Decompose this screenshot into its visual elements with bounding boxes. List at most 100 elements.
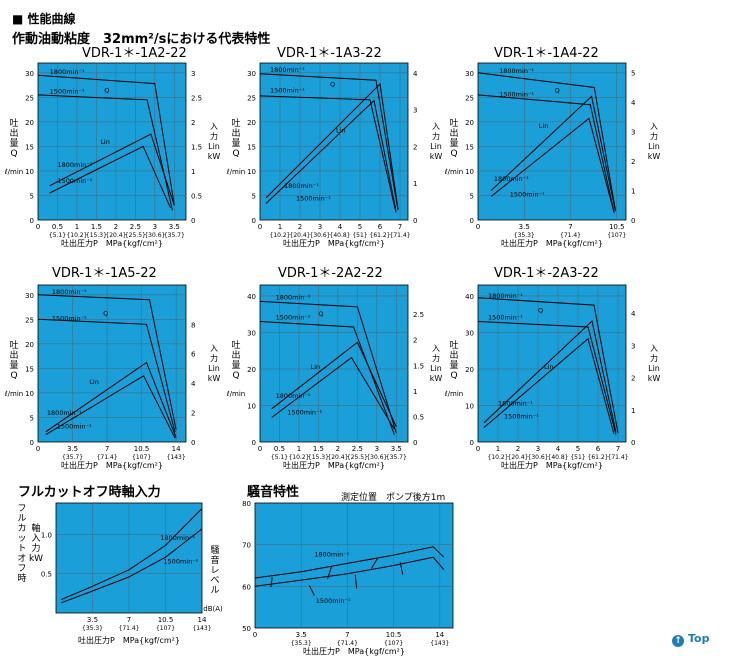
chart4-ylabel: Q	[10, 371, 17, 381]
chart2-y2label: 入	[432, 122, 440, 131]
chart5-ytick-label: 30	[247, 329, 256, 337]
chart8-ytick-label: 50	[242, 625, 251, 633]
chart5-annotation: 1500min⁻¹	[287, 408, 322, 416]
chart3-xtick-kgf: {35.3}	[514, 232, 535, 239]
chart5-annotation: Q	[318, 310, 323, 318]
chart3-yunit: ℓ/min	[444, 168, 463, 176]
chart5-xtick-kgf: {10.2}	[288, 454, 309, 461]
chart8-xtick-kgf: {107}	[384, 640, 403, 647]
chart4-annotation: 1500min⁻¹	[57, 422, 92, 430]
chart6-xtick-kgf: {20.4}	[508, 454, 529, 461]
chart2-annotation: 1800min⁻¹	[284, 182, 319, 190]
chart4-xtick-label: 14	[172, 445, 181, 453]
chart6-y2tick-label: 4	[631, 310, 636, 318]
chart2-annotation: 1500min⁻¹	[270, 86, 305, 94]
chart7-xtick-label: 14	[198, 616, 207, 624]
chart6-title: VDR-1＊-2A3-22	[494, 266, 599, 281]
chart6-y2tick-label: 2	[631, 375, 635, 383]
chart6-yunit: ℓ/min	[444, 390, 463, 398]
chart4-annotation: Q	[103, 309, 108, 317]
chart2-xtick-label: 1	[278, 223, 282, 231]
chart4-xtick-kgf: {107}	[132, 454, 151, 461]
chart7-xtick-kgf: {71.4}	[119, 625, 140, 632]
chart2-yunit: ℓ/min	[226, 168, 245, 176]
chart8-series-4	[327, 566, 333, 579]
chart5-annotation: 1800min⁻¹	[276, 294, 311, 302]
chart2-y2tick-label: 4	[413, 70, 418, 78]
chart5-y2label: 入	[432, 344, 440, 353]
chart5-series-4	[271, 356, 395, 430]
chart6-series-2	[477, 321, 617, 435]
chart8-ylabel: 騒	[210, 545, 219, 556]
chart-subtitle: 作動油動粘度 32mm²/sにおける代表特性	[12, 32, 271, 47]
chart5-ylabel: 吐	[231, 340, 240, 351]
chart4-title: VDR-1＊-1A5-22	[52, 266, 157, 281]
chart4-y2tick-label: 0	[191, 439, 195, 447]
chart3-ylabel: Q	[450, 149, 457, 159]
chart1-y2label: kW	[208, 152, 221, 161]
chart1-ytick-label: 0	[30, 217, 34, 225]
chart5-annotation: 1500min⁻¹	[276, 314, 311, 322]
chart1-annotation: 1500min⁻¹	[57, 177, 92, 185]
chart6-annotation: 1500min⁻¹	[488, 314, 523, 322]
chart5-xtick-label: 1	[297, 445, 301, 453]
chart2-y2tick-label: 1	[413, 180, 417, 188]
chart7-ylabel: 時	[17, 573, 26, 584]
chart5-xtick-label: 3.5	[391, 445, 402, 453]
top-link[interactable]: ↑ Top	[672, 632, 709, 647]
chart3-ytick-label: 15	[465, 143, 474, 151]
chart6-ylabel: 量	[449, 360, 458, 371]
chart6-ytick-label: 0	[470, 439, 474, 447]
chart8-annotation: 1500min⁻¹	[316, 597, 351, 605]
chart8-xtick-kgf: {71.4}	[337, 640, 358, 647]
chart3-y2label: kW	[648, 152, 661, 161]
chart1-ylabel: 量	[9, 138, 18, 149]
chart5-xtick-kgf: {20.4}	[327, 454, 348, 461]
chart6-xlabel: 吐出圧力P MPa{kgf/cm²}	[501, 460, 603, 470]
chart6-xtick-kgf: {71.4}	[608, 454, 629, 461]
chart4-y2label: 力	[210, 353, 218, 363]
chart4-xtick-kgf: {143}	[167, 454, 186, 461]
chart1-xtick-label: 3.5	[169, 223, 180, 231]
chart5-xtick-label: 0.5	[274, 445, 285, 453]
chart4-annotation: 1800min⁻¹	[47, 409, 82, 417]
chart4-y2label: 入	[210, 344, 218, 353]
chart6-ytick-label: 30	[465, 329, 474, 337]
chart2-y2tick-label: 2	[413, 143, 417, 151]
chart4-xtick-kgf: {71.4}	[97, 454, 118, 461]
top-link-label: Top	[688, 632, 710, 645]
chart2-xlabel: 吐出圧力P MPa{kgf/cm²}	[283, 238, 385, 248]
chart3-ytick-label: 5	[470, 192, 474, 200]
section-heading: ■ 性能曲線	[12, 12, 76, 26]
chart6-annotation: Q	[538, 306, 543, 314]
chart8-xtick-label: 3.5	[296, 631, 307, 639]
chart1-xtick-kgf: {20.4}	[105, 232, 126, 239]
chart2-y2tick-label: 0	[413, 217, 417, 225]
chart3-ytick-label: 20	[465, 119, 474, 127]
chart4-xtick-label: 10.5	[134, 445, 150, 453]
chart3-ytick-label: 0	[470, 217, 474, 225]
chart8-xtick-kgf: {143}	[430, 640, 449, 647]
chart8-series-8	[399, 562, 404, 575]
chart6-series-3	[483, 320, 617, 433]
chart1-ytick-label: 30	[25, 70, 34, 78]
chart7-xtick-label: 3.5	[87, 616, 98, 624]
chart8-xtick-label: 7	[345, 631, 349, 639]
chart6-xtick-label: 5	[576, 445, 580, 453]
chart1-y2tick-label: 2	[191, 119, 195, 127]
chart6-xtick-kgf: {10.2}	[488, 454, 509, 461]
chart2-annotation: 1800min⁻¹	[270, 66, 305, 74]
chart3-ytick-label: 25	[465, 94, 474, 102]
chart4-xtick-label: 7	[105, 445, 109, 453]
chart4-xtick-label: 3.5	[67, 445, 78, 453]
chart3-annotation: Lin	[539, 122, 549, 130]
chart1-annotation: 1800min⁻¹	[57, 161, 92, 169]
chart1-y2tick-label: 2.5	[191, 94, 202, 102]
chart5-ytick-label: 40	[247, 293, 256, 301]
chart5-ytick-label: 10	[247, 402, 256, 410]
chart1-ylabel: 出	[9, 127, 18, 139]
chart3-y2tick-label: 3	[631, 129, 635, 137]
chart3-series-2	[477, 94, 615, 213]
chart8-xtick-label: 10.5	[386, 631, 402, 639]
chart6-y2label: kW	[648, 374, 661, 383]
